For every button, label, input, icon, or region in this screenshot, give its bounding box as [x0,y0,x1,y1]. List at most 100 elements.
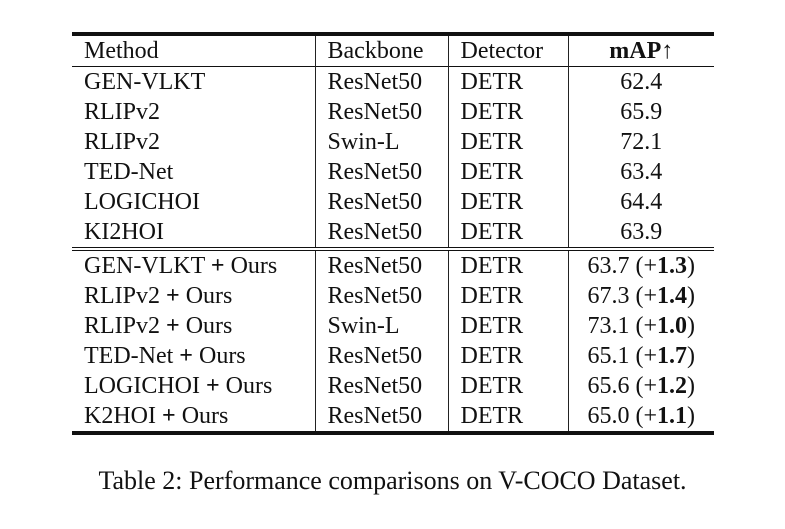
plus-sign: + [166,283,180,309]
cell-map: 65.9 [567,97,714,127]
cell-detector: DETR [447,127,568,157]
cell-backbone: ResNet50 [314,281,448,311]
cell-method: LOGICHOI [84,189,200,215]
table-row: GEN-VLKT ResNet50 DETR 62.4 [72,66,714,97]
cell-method: GEN-VLKT + Ours [72,249,315,281]
gain-value: 1.0 [657,313,688,339]
gain-value: 1.2 [657,373,688,399]
method-name: LOGICHOI [84,373,200,399]
ours-label: Ours [225,373,273,399]
gain-suffix: ) [687,253,696,279]
cell-detector: DETR [447,311,568,341]
cell-map: 72.1 [567,127,714,157]
cell-backbone: ResNet50 [314,157,448,187]
cell-detector: DETR [447,401,568,435]
gain-value: 1.1 [657,403,688,429]
cell-map: 65.0 (+1.1) [567,401,714,435]
gain-prefix: (+ [635,373,658,399]
gain-suffix: ) [687,403,696,429]
plus-sign: + [205,373,220,399]
cell-detector: DETR [447,249,568,281]
table-row: K2HOI + Ours ResNet50 DETR 65.0 (+1.1) [72,401,714,435]
table-row: RLIPv2 ResNet50 DETR 65.9 [72,97,714,127]
cell-detector: DETR [447,217,568,251]
baseline-group: GEN-VLKT ResNet50 DETR 62.4 RLIPv2 ResNet50 DE… [72,66,714,251]
cell-method: LOGICHOI + Ours [72,371,315,401]
table-row: RLIPv2 + Ours Swin-L DETR 73.1 (+1.0) [72,311,714,341]
header-detector: Detector [447,34,568,67]
map-value: 65.0 [587,403,630,429]
cell-method: GEN-VLKT [84,69,206,95]
gain-prefix: (+ [635,403,658,429]
map-value: 65.6 [587,373,630,399]
cell-backbone: ResNet50 [314,66,448,97]
method-name: RLIPv2 [84,283,161,309]
ours-label: Ours [230,253,278,279]
cell-backbone: ResNet50 [314,249,448,281]
gain-suffix: ) [687,313,696,339]
cell-backbone: ResNet50 [314,187,448,217]
cell-backbone: Swin-L [314,127,448,157]
cell-map: 63.9 [567,217,714,251]
cell-backbone: Swin-L [314,311,448,341]
header-row: Method Backbone Detector mAP↑ [72,34,714,67]
ours-label: Ours [185,283,233,309]
cell-detector: DETR [447,157,568,187]
table-row: TED-Net + Ours ResNet50 DETR 65.1 (+1.7) [72,341,714,371]
table-row: RLIPv2 + Ours ResNet50 DETR 67.3 (+1.4) [72,281,714,311]
gain-value: 1.4 [657,283,688,309]
cell-backbone: ResNet50 [314,97,448,127]
gain-prefix: (+ [635,283,658,309]
gain-value: 1.3 [657,253,688,279]
table-header: Method Backbone Detector mAP↑ [72,34,714,67]
cell-map: 65.1 (+1.7) [567,341,714,371]
gain-prefix: (+ [635,313,658,339]
results-table: Method Backbone Detector mAP↑ GEN-VLKT Re… [72,32,714,435]
map-value: 67.3 [587,283,630,309]
cell-map: 63.4 [567,157,714,187]
cell-backbone: ResNet50 [314,341,448,371]
table-row: LOGICHOI + Ours ResNet50 DETR 65.6 (+1.2) [72,371,714,401]
table-row: TED-Net ResNet50 DETR 63.4 [72,157,714,187]
method-name: TED-Net [84,343,174,369]
table-row: RLIPv2 Swin-L DETR 72.1 [72,127,714,157]
cell-detector: DETR [447,281,568,311]
cell-method: RLIPv2 [84,99,161,125]
cell-detector: DETR [447,341,568,371]
table-row: GEN-VLKT + Ours ResNet50 DETR 63.7 (+1.3) [72,249,714,281]
cell-method: TED-Net [84,159,174,185]
header-map: mAP↑ [567,34,714,67]
plus-sign: + [166,313,180,339]
cell-method: TED-Net + Ours [72,341,315,371]
map-value: 73.1 [587,313,630,339]
cell-method: KI2HOI [72,217,315,251]
method-name: K2HOI [84,403,156,429]
cell-map: 73.1 (+1.0) [567,311,714,341]
gain-value: 1.7 [657,343,688,369]
gain-suffix: ) [687,373,696,399]
ours-label: Ours [181,403,229,429]
cell-backbone: ResNet50 [314,401,448,435]
cell-map: 65.6 (+1.2) [567,371,714,401]
map-value: 63.7 [587,253,630,279]
cell-detector: DETR [447,97,568,127]
cell-map: 62.4 [567,66,714,97]
cell-detector: DETR [447,371,568,401]
map-value: 65.1 [587,343,630,369]
table-row: KI2HOI ResNet50 DETR 63.9 [72,217,714,251]
cell-detector: DETR [447,187,568,217]
gain-prefix: (+ [635,253,658,279]
header-backbone: Backbone [314,34,448,67]
ours-label: Ours [185,313,233,339]
gain-suffix: ) [687,343,696,369]
gain-suffix: ) [687,283,696,309]
cell-method: RLIPv2 [84,129,161,155]
cell-backbone: ResNet50 [314,217,448,251]
method-name: GEN-VLKT [84,253,205,279]
ours-group: GEN-VLKT + Ours ResNet50 DETR 63.7 (+1.3) RL… [72,249,714,435]
plus-sign: + [179,343,193,369]
table-caption: Table 2: Performance comparisons on V-CO… [98,466,687,495]
cell-map: 63.7 (+1.3) [567,249,714,281]
header-method: Method [84,38,159,64]
cell-detector: DETR [447,66,568,97]
